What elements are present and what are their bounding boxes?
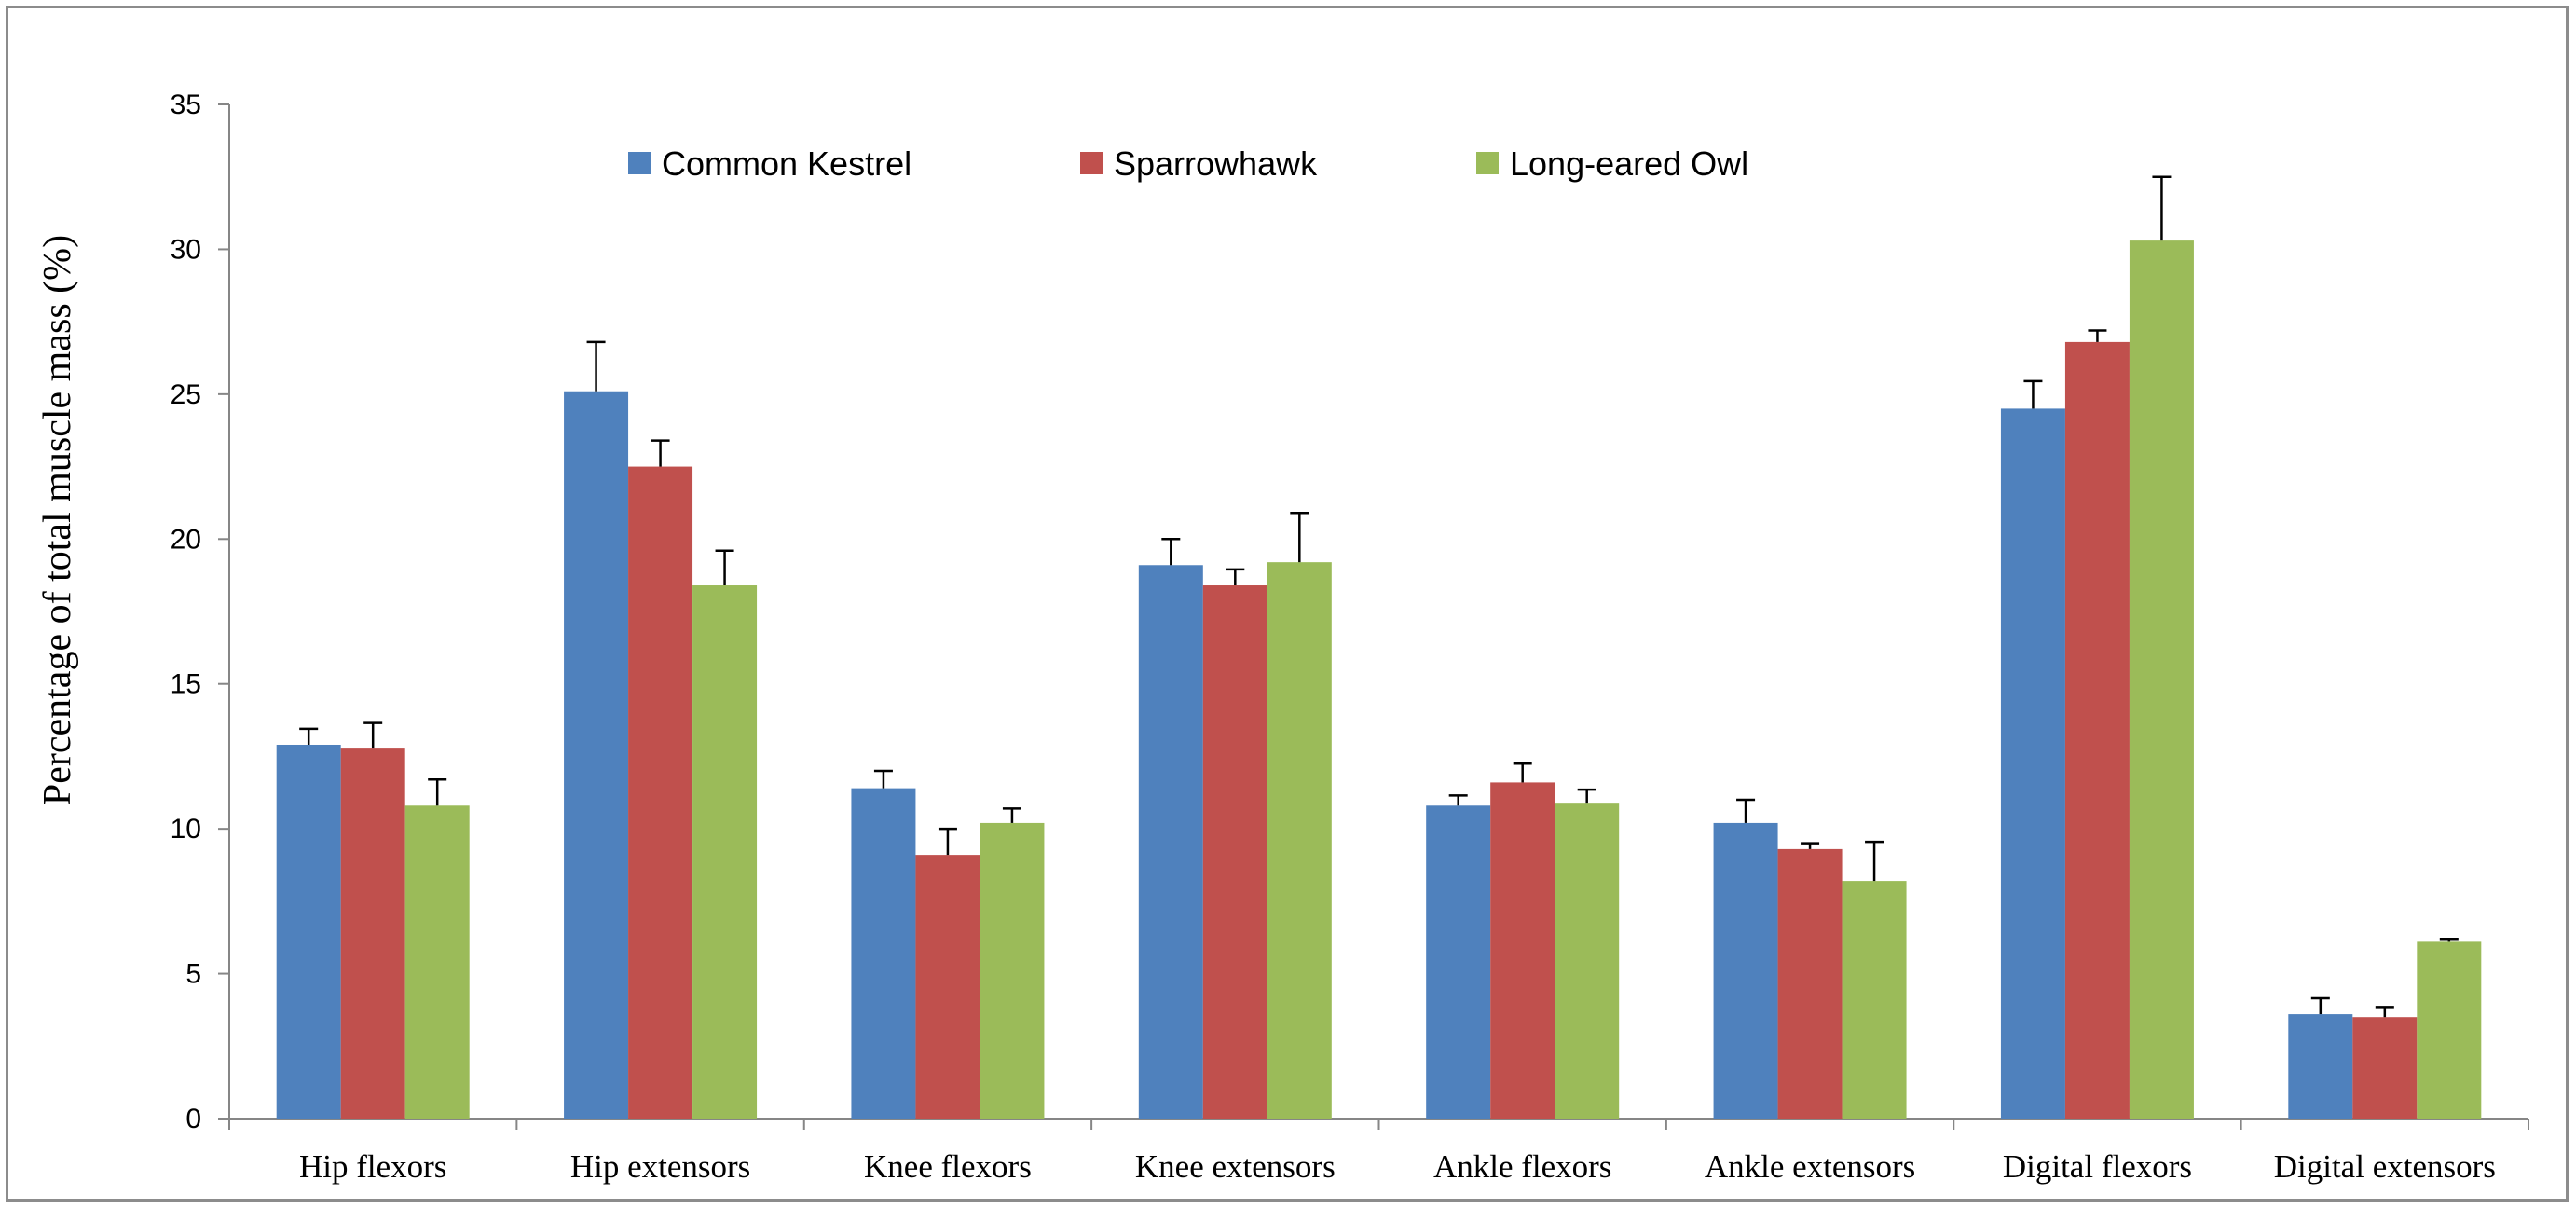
bar-sparrowhawk-2 (628, 466, 693, 1120)
bar-sparrowhawk-6 (1777, 848, 1843, 1119)
bar-common-kestrel-3 (851, 788, 916, 1119)
legend-swatch (1080, 152, 1103, 174)
bar-common-kestrel-2 (564, 391, 629, 1120)
bar-sparrowhawk-5 (1490, 782, 1555, 1119)
bar-long-eared-owl-4 (1267, 562, 1332, 1119)
y-tick-label: 5 (185, 959, 201, 990)
bar-common-kestrel-1 (276, 744, 341, 1119)
y-tick-label: 35 (171, 89, 201, 120)
x-tick-label: Ankle extensors (1705, 1148, 1915, 1185)
y-tick-label: 15 (171, 669, 201, 700)
chart-frame: 0 5 10 15 20 25 30 35 Hip flexors Hip extensors Kn… (6, 6, 2569, 1202)
x-tick-label: Hip extensors (570, 1148, 750, 1185)
legend-label: Long-eared Owl (1510, 144, 1748, 183)
x-tick-label: Hip flexors (299, 1148, 446, 1185)
bar-long-eared-owl-5 (1555, 803, 1620, 1119)
bar-common-kestrel-6 (1713, 822, 1778, 1119)
bar-common-kestrel-8 (2288, 1014, 2353, 1119)
y-tick-label: 25 (171, 379, 201, 410)
x-tick-label: Digital extensors (2274, 1148, 2496, 1185)
bar-sparrowhawk-3 (915, 855, 980, 1119)
bar-long-eared-owl-3 (980, 822, 1045, 1119)
bar-long-eared-owl-7 (2129, 240, 2194, 1119)
x-tick-label: Digital flexors (2003, 1148, 2192, 1185)
bar-sparrowhawk-4 (1202, 585, 1267, 1119)
bar-long-eared-owl-6 (1842, 881, 1907, 1119)
bar-sparrowhawk-8 (2352, 1017, 2418, 1119)
legend-swatch (628, 152, 651, 174)
bar-long-eared-owl-2 (692, 585, 758, 1119)
x-tick-label: Knee extensors (1135, 1148, 1336, 1185)
y-tick-label: 30 (171, 234, 201, 265)
bar-sparrowhawk-7 (2064, 341, 2130, 1120)
bar-common-kestrel-7 (2000, 408, 2065, 1119)
y-tick-label: 20 (171, 524, 201, 555)
tick-labels: 0 5 10 15 20 25 30 35 Hip flexors Hip extensors Kn… (171, 89, 2496, 1185)
bars (276, 240, 2482, 1120)
x-tick-label: Knee flexors (864, 1148, 1032, 1185)
bar-common-kestrel-4 (1138, 565, 1203, 1119)
bar-long-eared-owl-8 (2417, 941, 2482, 1119)
legend-label: Sparrowhawk (1114, 144, 1318, 183)
legend-swatch (1476, 152, 1499, 174)
y-axis-title: Percentage of total muscle mass (%) (36, 235, 79, 805)
y-tick-label: 0 (185, 1104, 201, 1134)
bar-sparrowhawk-1 (340, 748, 405, 1119)
bar-chart: 0 5 10 15 20 25 30 35 Hip flexors Hip extensors Kn… (36, 89, 2529, 1185)
y-tick-label: 10 (171, 814, 201, 845)
bar-long-eared-owl-1 (404, 805, 470, 1119)
x-tick-label: Ankle flexors (1433, 1148, 1611, 1185)
legend-label: Common Kestrel (662, 144, 911, 183)
legend: Common Kestrel Sparrowhawk Long-eared Owl (628, 144, 1748, 183)
bar-common-kestrel-5 (1426, 805, 1491, 1119)
error-bars (299, 175, 2459, 1018)
